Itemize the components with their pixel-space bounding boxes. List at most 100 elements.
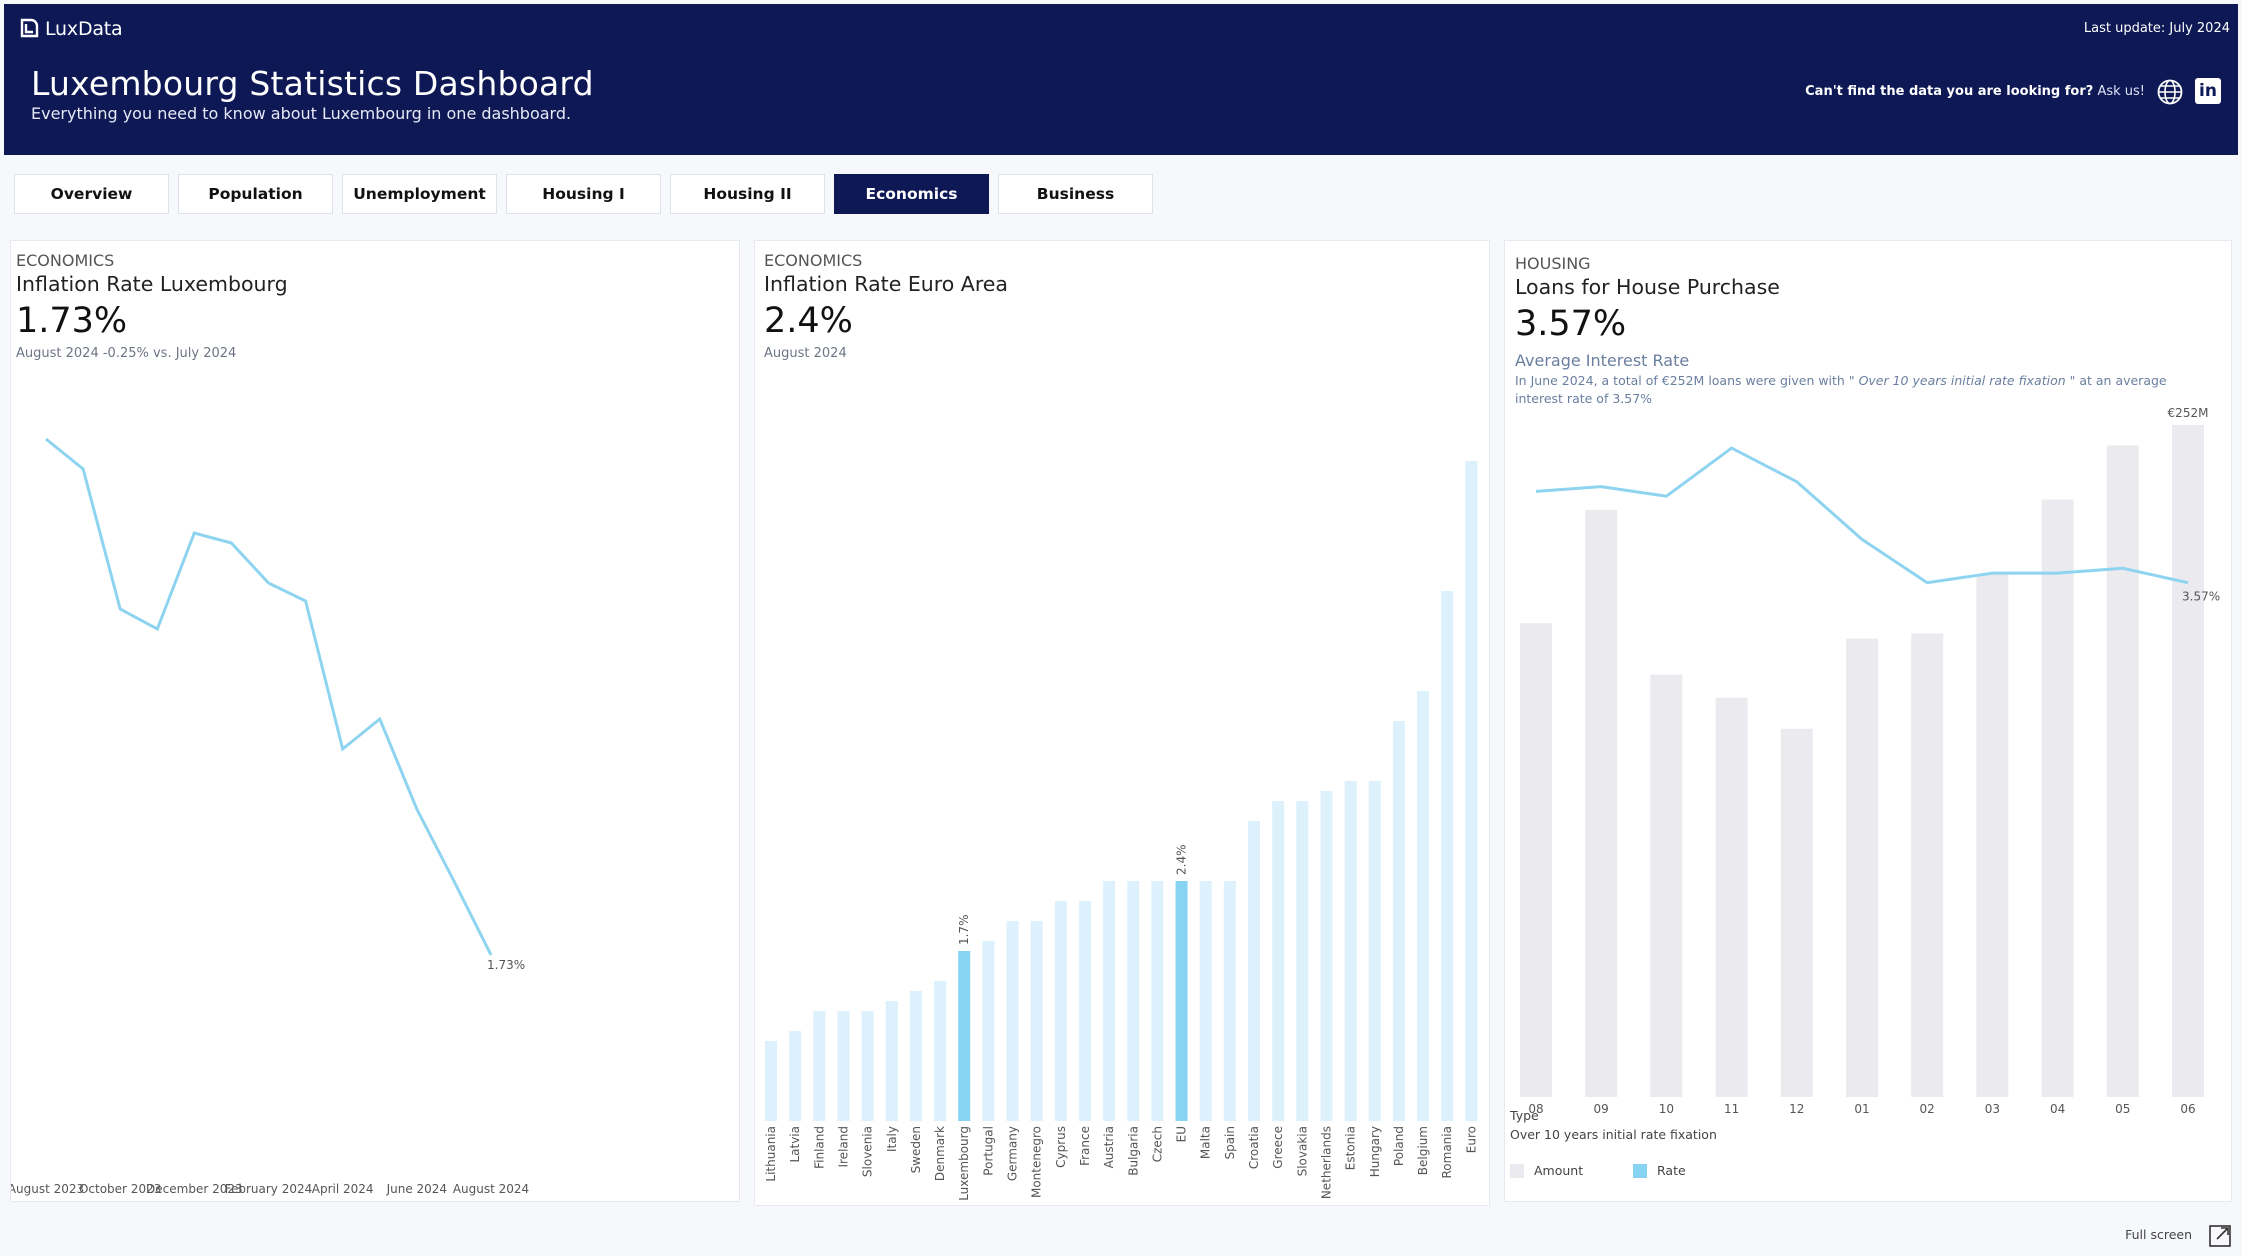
tab-unemployment[interactable]: Unemployment: [342, 174, 497, 214]
x-tick-label: Slovakia: [1295, 1126, 1309, 1176]
x-tick-label: Spain: [1223, 1126, 1237, 1160]
amount-bar: [1585, 509, 1618, 1097]
bar-poland: [1392, 721, 1405, 1121]
x-tick-label: Cyprus: [1054, 1126, 1068, 1168]
house-loans-combo-chart[interactable]: 08 09 10 11 12 01 02 03 04 05 06 €252M 3.57%: [1505, 241, 2233, 1203]
x-tick-label: Latvia: [788, 1126, 802, 1163]
note-fixation-type: " Over 10 years initial rate fixation ": [1848, 373, 2076, 388]
x-tick-label: 06: [2180, 1102, 2195, 1116]
legend-title: Type: [1510, 1108, 1539, 1123]
x-tick-label: Lithuania: [764, 1126, 778, 1182]
x-tick-label: 11: [1724, 1102, 1739, 1116]
x-tick-label: Italy: [885, 1126, 899, 1152]
tab-housing-ii[interactable]: Housing II: [670, 174, 825, 214]
bar-finland: [813, 1011, 826, 1121]
amount-swatch: [1510, 1163, 1524, 1178]
amount-bar: [1650, 674, 1683, 1097]
x-tick-label: Croatia: [1247, 1126, 1261, 1169]
panel-house-loans: HOUSING Loans for House Purchase 3.57% A…: [1504, 240, 2232, 1202]
x-tick-label: August 2024: [453, 1182, 529, 1196]
tab-housing-i[interactable]: Housing I: [506, 174, 661, 214]
bar-ireland: [837, 1011, 850, 1121]
kpi-caption: August 2024 -0.25% vs. July 2024: [16, 346, 236, 361]
kpi-value: 2.4%: [764, 301, 853, 341]
x-tick-label: Czech: [1150, 1126, 1164, 1162]
x-tick-label: Bulgaria: [1126, 1126, 1140, 1176]
x-tick-label: Sweden: [909, 1126, 923, 1173]
brand-logo[interactable]: LuxData: [19, 18, 123, 40]
x-tick-label: Montenegro: [1030, 1126, 1044, 1198]
x-tick-label: Hungary: [1368, 1126, 1382, 1177]
x-tick-label: Netherlands: [1319, 1126, 1333, 1199]
tab-business[interactable]: Business: [998, 174, 1153, 214]
rate-end-label: 3.57%: [2182, 590, 2220, 604]
amount-bar: [2172, 424, 2204, 1097]
legend-rate-label: Rate: [1657, 1163, 1686, 1178]
inflation-series-line: [45, 437, 493, 956]
panel-kicker: ECONOMICS: [764, 251, 863, 270]
tab-population[interactable]: Population: [178, 174, 333, 214]
bar-cyprus: [1054, 901, 1067, 1121]
x-tick-label: 03: [1985, 1102, 2000, 1116]
kpi-period: August 2024: [764, 346, 847, 361]
x-tick-label: December 2023: [146, 1182, 243, 1196]
bar-netherlands: [1320, 791, 1333, 1121]
legend-amount[interactable]: Amount: [1510, 1163, 1583, 1178]
tab-overview[interactable]: Overview: [14, 174, 169, 214]
note-part: at an average interest rate of 3.57%: [1515, 373, 2167, 406]
bar-estonia: [1344, 781, 1357, 1121]
bar-croatia: [1248, 821, 1260, 1121]
x-tick-label: June 2024: [386, 1182, 448, 1196]
x-tick-label: 05: [2115, 1102, 2130, 1116]
x-tick-label: April 2024: [312, 1182, 374, 1196]
x-tick-label: Slovenia: [861, 1126, 875, 1177]
x-tick-label: Luxembourg: [957, 1126, 971, 1201]
kpi-period: August 2024: [16, 346, 99, 361]
inflation-euro-area-bar-chart[interactable]: Lithuania Latvia Finland Ireland Slovenia Ita…: [755, 241, 1491, 1207]
x-tick-label: France: [1078, 1126, 1092, 1166]
bar-romania: [1441, 591, 1454, 1121]
bar-lithuania: [765, 1041, 777, 1121]
fullscreen-label[interactable]: Full screen: [2125, 1227, 2192, 1242]
bar-eu: [1175, 881, 1188, 1121]
x-tick-label: August 2023: [11, 1182, 84, 1196]
bar-hungary: [1368, 781, 1381, 1121]
x-tick-label: 10: [1659, 1102, 1674, 1116]
kpi-sublabel: Average Interest Rate: [1515, 351, 1690, 370]
x-tick-label: 02: [1920, 1102, 1935, 1116]
bar-denmark: [934, 981, 947, 1121]
nav-tabs: Overview Population Unemployment Housing…: [14, 174, 1162, 214]
ask-us-text: Can't find the data you are looking for?…: [1805, 84, 2145, 99]
amount-bar: [1520, 623, 1552, 1097]
page-title: Luxembourg Statistics Dashboard: [31, 64, 594, 103]
last-update: Last update: July 2024: [2083, 21, 2230, 36]
bar-montenegro: [1030, 921, 1043, 1121]
x-tick-label: Romania: [1440, 1126, 1454, 1178]
bar-data-label: 1.7%: [957, 915, 971, 946]
panel-title: Inflation Rate Luxembourg: [16, 272, 288, 296]
bar-slovakia: [1296, 801, 1309, 1121]
tab-economics[interactable]: Economics: [834, 174, 989, 214]
kpi-delta: -0.25% vs. July 2024: [102, 346, 237, 361]
panel-title: Inflation Rate Euro Area: [764, 272, 1008, 296]
expand-icon[interactable]: [2208, 1224, 2232, 1248]
x-tick-label: Malta: [1199, 1126, 1213, 1159]
amount-bar: [1976, 574, 2009, 1097]
bar-austria: [1103, 881, 1116, 1121]
linkedin-icon[interactable]: in: [2195, 78, 2221, 104]
bar-czech: [1151, 881, 1164, 1121]
x-tick-label: Portugal: [981, 1126, 995, 1176]
kpi-value: 1.73%: [16, 301, 128, 341]
ask-us-link[interactable]: Ask us!: [2097, 84, 2145, 99]
x-tick-label: Greece: [1271, 1126, 1285, 1169]
bar-slovenia: [861, 1011, 874, 1121]
globe-icon[interactable]: [2156, 78, 2184, 106]
bar-spain: [1223, 881, 1236, 1121]
amount-bar: [1846, 638, 1878, 1097]
bar-bulgaria: [1127, 881, 1140, 1121]
panel-title: Loans for House Purchase: [1515, 275, 1780, 299]
panel-inflation-luxembourg: ECONOMICS Inflation Rate Luxembourg 1.73…: [10, 240, 740, 1202]
bar-germany: [1006, 921, 1019, 1121]
legend-rate[interactable]: Rate: [1633, 1163, 1686, 1178]
